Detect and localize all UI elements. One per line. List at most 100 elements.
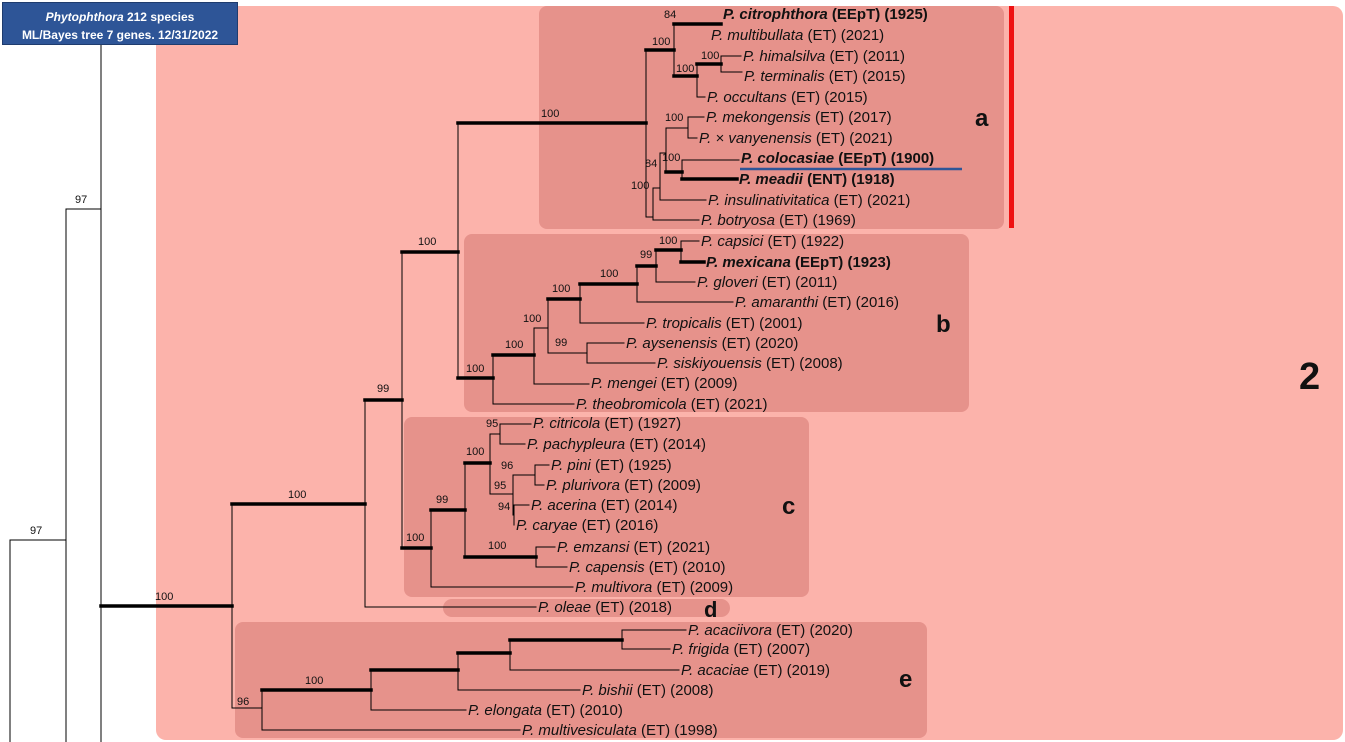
taxon-epithet: mexicana xyxy=(718,254,791,271)
taxon-status: (ET) xyxy=(772,622,805,639)
taxon-genus: P. xyxy=(576,396,588,413)
taxon-status: (ET) xyxy=(597,497,630,514)
taxon-label: P. frigida (ET) (2007) xyxy=(672,641,810,658)
taxon-year: (2007) xyxy=(763,641,811,658)
support-value: 94 xyxy=(498,501,510,513)
taxon-year: (2008) xyxy=(666,682,714,699)
taxon-label: P. meadii (ENT) (1918) xyxy=(739,171,895,188)
taxon-label: P. mengei (ET) (2009) xyxy=(591,375,737,392)
taxon-year: (2014) xyxy=(658,436,706,453)
support-value: 100 xyxy=(631,180,649,192)
taxon-status: (ET) xyxy=(763,233,796,250)
taxon-year: (2001) xyxy=(755,315,803,332)
taxon-label: P. acaciae (ET) (2019) xyxy=(681,662,830,679)
taxon-genus: P. xyxy=(551,457,563,474)
support-value: 96 xyxy=(501,460,513,472)
title-genus: Phytophthora xyxy=(45,10,124,24)
taxon-label: P. acaciivora (ET) (2020) xyxy=(688,622,853,639)
taxon-year: (2009) xyxy=(690,375,738,392)
taxon-year: (2016) xyxy=(851,294,899,311)
taxon-status: (ET) xyxy=(717,335,750,352)
taxon-status: (ET) xyxy=(637,722,670,739)
taxon-epithet: himalsilva xyxy=(755,48,825,65)
taxon-year: (1918) xyxy=(847,171,895,188)
taxon-genus: P. xyxy=(701,233,713,250)
taxon-genus: P. xyxy=(626,335,638,352)
taxon-genus: P. xyxy=(681,662,693,679)
taxon-year: (2019) xyxy=(782,662,830,679)
taxon-genus: P. xyxy=(557,539,569,556)
taxon-status: (ET) xyxy=(645,559,678,576)
clade-letter-b: b xyxy=(936,311,951,338)
clade-letter-d: d xyxy=(704,597,717,622)
taxon-status: (ET) xyxy=(629,539,662,556)
taxon-epithet: mengei xyxy=(603,375,657,392)
taxon-status: (ET) xyxy=(829,192,862,209)
taxon-genus: P. xyxy=(591,375,603,392)
taxon-status: (ET) xyxy=(758,274,791,291)
taxon-label: P. acerina (ET) (2014) xyxy=(531,497,677,514)
taxon-status: (ET) xyxy=(625,436,658,453)
subclade-a-box xyxy=(539,6,1004,229)
taxon-epithet: capsici xyxy=(713,233,764,250)
clade-number: 2 xyxy=(1299,356,1320,398)
taxon-status: (EEpT) xyxy=(791,254,844,271)
support-value: 84 xyxy=(664,9,676,21)
taxon-epithet: meadii xyxy=(751,171,804,188)
taxon-year: (2015) xyxy=(858,68,906,85)
taxon-label: P. pachypleura (ET) (2014) xyxy=(527,436,706,453)
taxon-epithet: emzansi xyxy=(569,539,630,556)
support-values: 97 97 100 100 99 100 100 84 100 100 100 84 100 100 100… xyxy=(30,9,719,708)
taxon-label: P. amaranthi (ET) (2016) xyxy=(735,294,899,311)
taxon-epithet: capensis xyxy=(581,559,645,576)
support-value: 100 xyxy=(523,313,541,325)
taxon-epithet: siskiyouensis xyxy=(669,355,762,372)
taxon-status: (ET) xyxy=(657,375,690,392)
support-value: 100 xyxy=(662,152,680,164)
support-value: 100 xyxy=(288,489,306,501)
taxon-epithet: pini xyxy=(563,457,591,474)
taxon-status: (ENT) xyxy=(803,171,847,188)
taxon-label: P. elongata (ET) (2010) xyxy=(468,702,623,719)
taxon-genus: P. xyxy=(546,477,558,494)
support-value: 100 xyxy=(418,236,436,248)
support-value: 100 xyxy=(552,283,570,295)
support-value: 100 xyxy=(676,63,694,75)
taxon-status: (EEpT) xyxy=(834,150,887,167)
taxon-year: (2008) xyxy=(795,355,843,372)
taxon-label: P. theobromicola (ET) (2021) xyxy=(576,396,768,413)
taxon-label: P. terminalis (ET) (2015) xyxy=(744,68,905,85)
taxon-genus: P. xyxy=(538,599,550,616)
taxon-status: (ET) xyxy=(591,457,624,474)
taxon-label: P. insulinativitatica (ET) (2021) xyxy=(708,192,910,209)
title-line-1: Phytophthora 212 species xyxy=(3,8,237,26)
subclade-c-box xyxy=(404,417,809,597)
taxon-genus: P. xyxy=(744,68,756,85)
support-value: 100 xyxy=(652,36,670,48)
taxon-status: (ET) xyxy=(825,48,858,65)
taxon-year: (1922) xyxy=(797,233,845,250)
taxon-epithet: occultans xyxy=(719,89,787,106)
support-value: 100 xyxy=(701,50,719,62)
taxon-epithet: bishii xyxy=(594,682,633,699)
taxon-year: (1969) xyxy=(808,212,856,229)
taxon-status: (ET) xyxy=(633,682,666,699)
support-value: 95 xyxy=(486,418,498,430)
taxon-year: (1900) xyxy=(887,150,935,167)
taxon-epithet: mekongensis xyxy=(718,109,811,126)
support-value: 99 xyxy=(555,337,567,349)
taxon-year: (2010) xyxy=(678,559,726,576)
taxon-status: (ET) xyxy=(687,396,720,413)
taxon-year: (2018) xyxy=(624,599,672,616)
taxon-epithet: frigida xyxy=(684,641,729,658)
taxon-genus: P. xyxy=(735,294,747,311)
taxon-genus: P. xyxy=(706,254,718,271)
clade-a-marker-bar xyxy=(1009,6,1014,228)
taxon-status: (ET) xyxy=(722,315,755,332)
taxon-label: P. caryae (ET) (2016) xyxy=(516,517,658,534)
taxon-epithet: acaciae xyxy=(693,662,749,679)
subclade-e-box xyxy=(235,622,927,738)
taxon-genus: P. xyxy=(688,622,700,639)
taxon-status: (ET) xyxy=(542,702,575,719)
taxon-epithet: gloveri xyxy=(709,274,758,291)
